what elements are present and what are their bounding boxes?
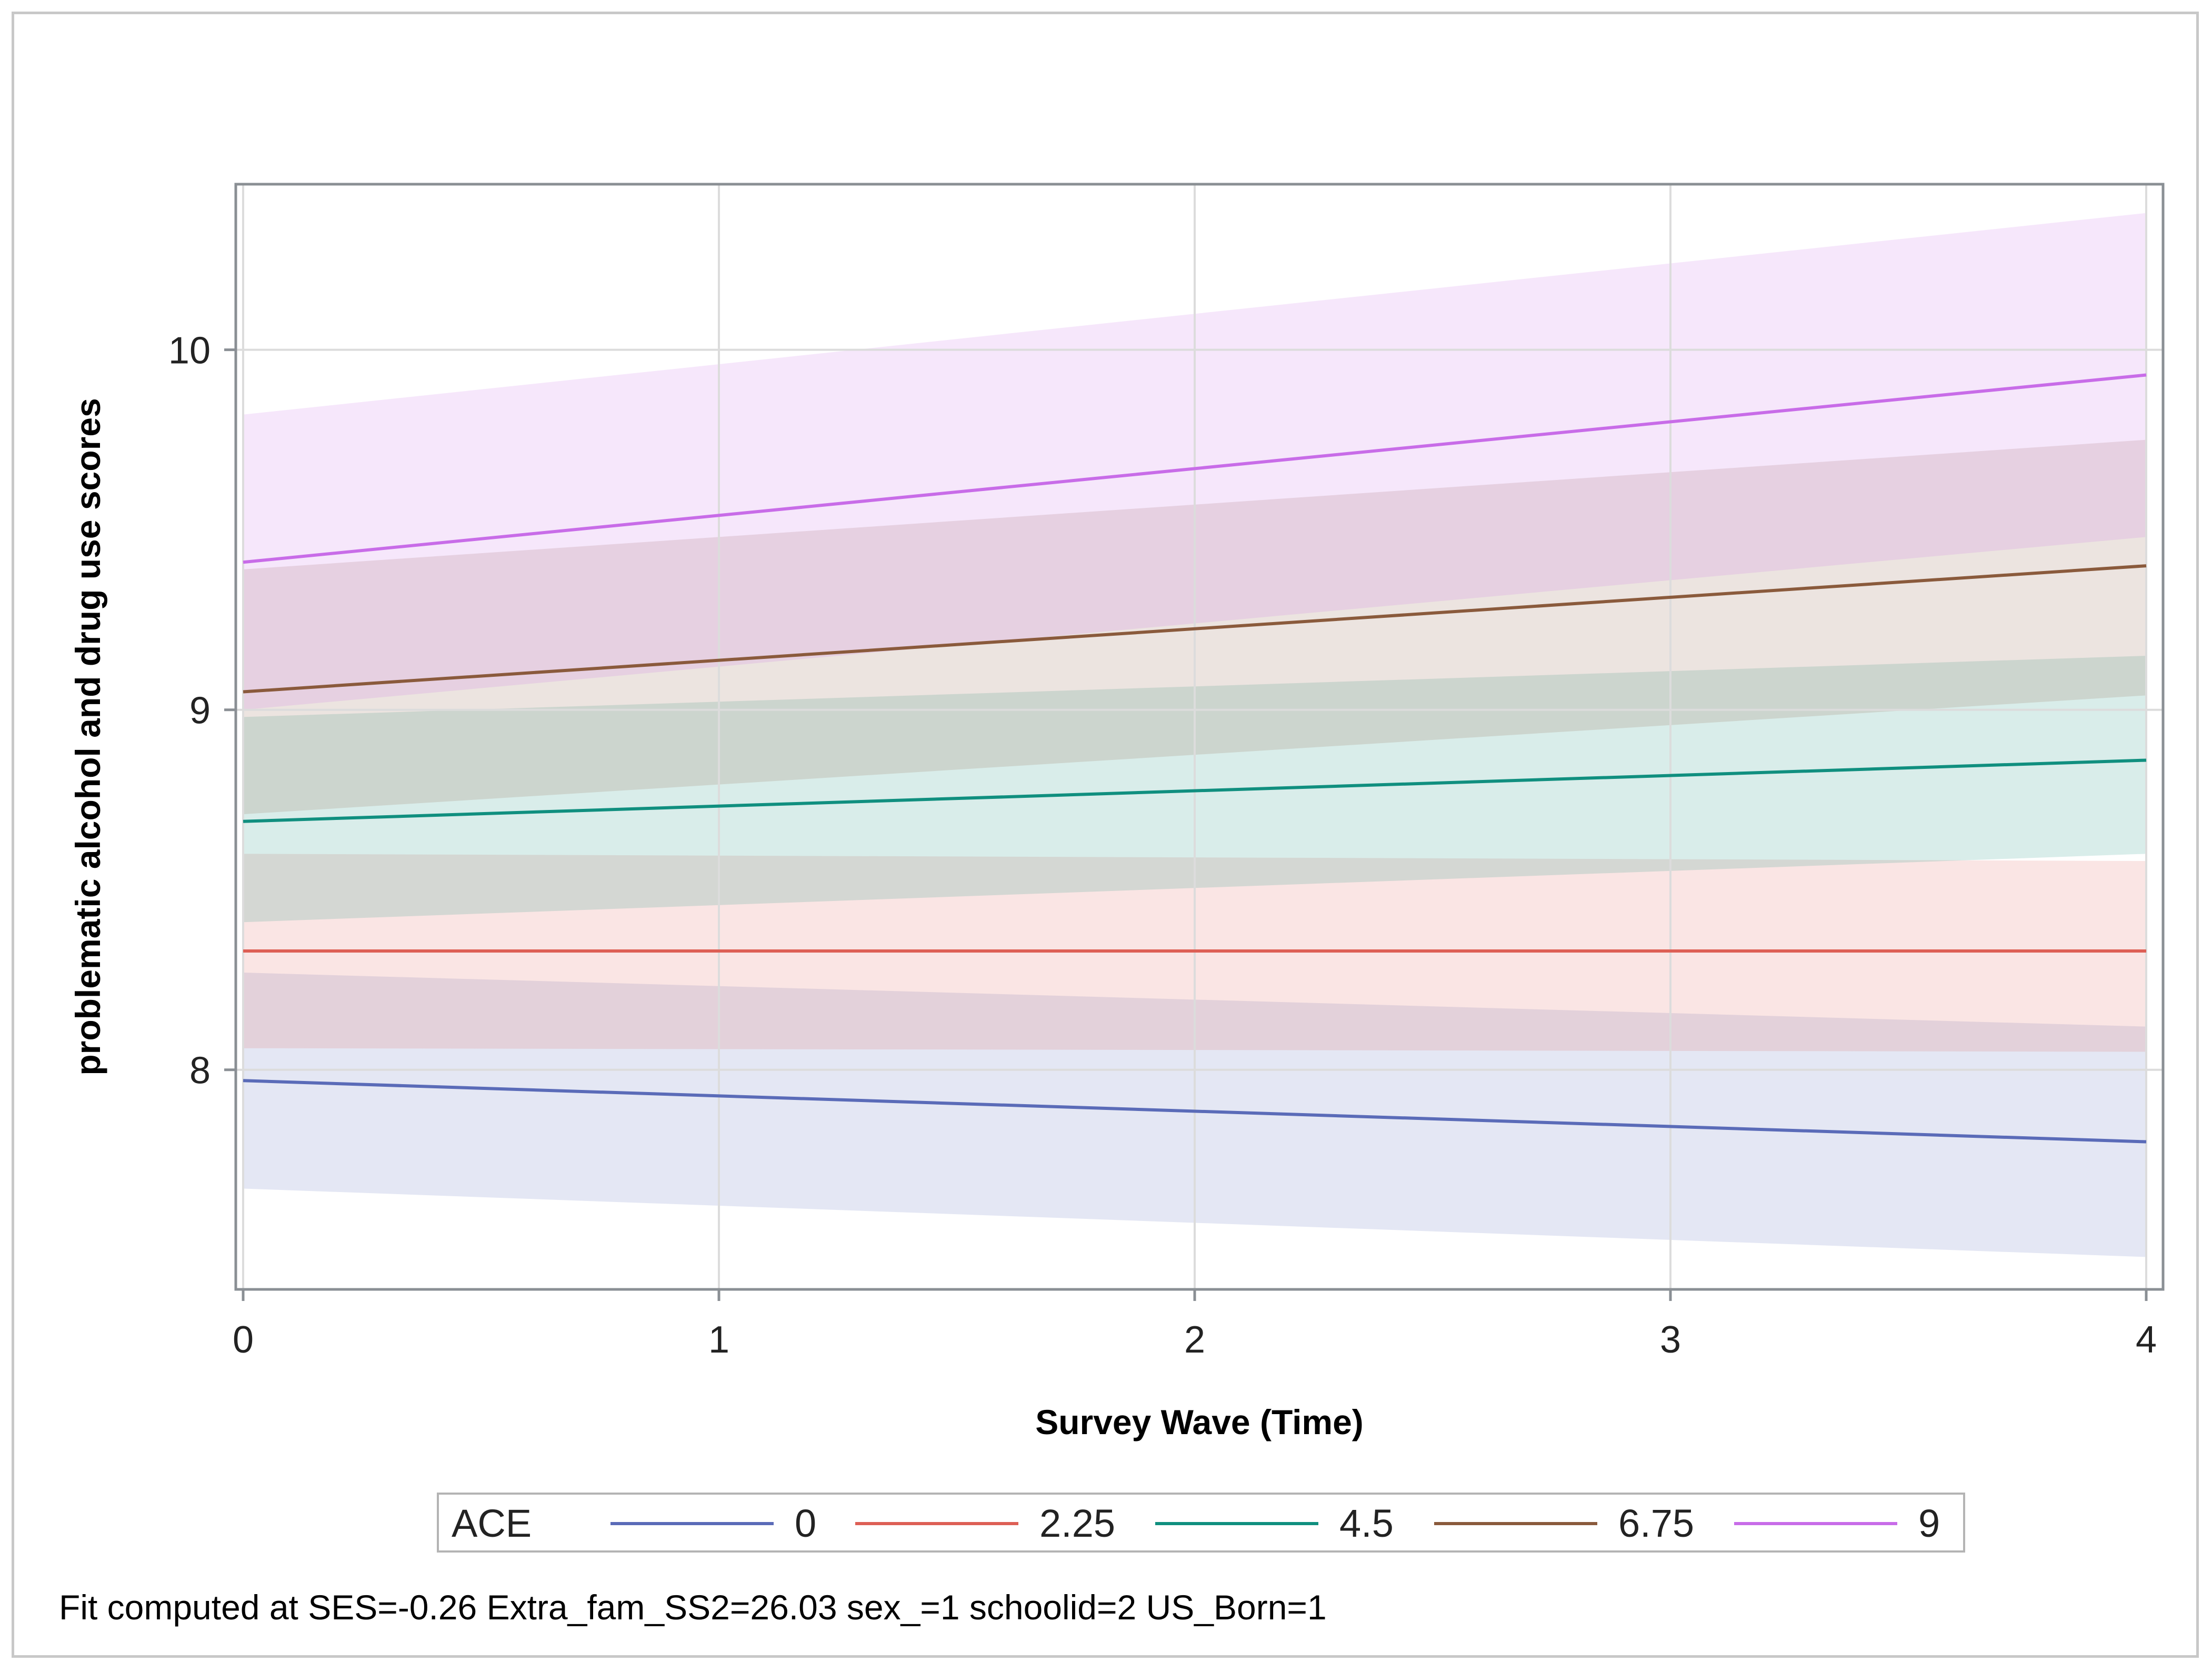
legend-label-ace-0: 0 xyxy=(795,1501,816,1545)
legend-label-ace-2_25: 2.25 xyxy=(1039,1501,1115,1545)
legend: ACE 0 2.25 4.5 6.75 9 xyxy=(437,1493,1965,1553)
y-tick-label: 8 xyxy=(189,1050,211,1092)
legend-label-ace-9: 9 xyxy=(1918,1501,1940,1545)
legend-label-ace-6_75: 6.75 xyxy=(1618,1501,1694,1545)
x-axis-title: Survey Wave (Time) xyxy=(1035,1403,1364,1441)
x-tick-labels: 0 1 2 3 4 xyxy=(233,1319,2157,1361)
x-tick-label: 1 xyxy=(708,1319,729,1361)
line-ace-0 xyxy=(243,1079,2147,1144)
series-lines xyxy=(243,373,2147,1144)
footnote: Fit computed at SES=-0.26 Extra_fam_SS2=… xyxy=(59,1588,1327,1627)
y-tick-label: 10 xyxy=(168,330,211,372)
chart-frame xyxy=(12,12,2199,1658)
x-tick-label: 2 xyxy=(1184,1319,1205,1361)
y-axis-title: problematic alcohol and drug use scores xyxy=(68,398,107,1075)
line-ace-4_5 xyxy=(243,758,2147,823)
x-tick-label: 4 xyxy=(2136,1319,2157,1361)
axis-ticks xyxy=(224,348,2148,1301)
plot-area-border xyxy=(234,183,2165,1291)
line-ace-9 xyxy=(243,373,2147,564)
y-tick-label: 9 xyxy=(189,690,211,732)
legend-label-ace-4_5: 4.5 xyxy=(1339,1501,1394,1545)
x-tick-label: 0 xyxy=(233,1319,254,1361)
line-ace-6_75 xyxy=(243,564,2147,694)
legend-title: ACE xyxy=(452,1501,532,1545)
legend-items: 0 2.25 4.5 6.75 9 xyxy=(610,1501,1940,1545)
y-tick-labels: 8 9 10 xyxy=(168,330,211,1092)
gridlines xyxy=(236,184,2163,1289)
x-tick-label: 3 xyxy=(1660,1319,1681,1361)
